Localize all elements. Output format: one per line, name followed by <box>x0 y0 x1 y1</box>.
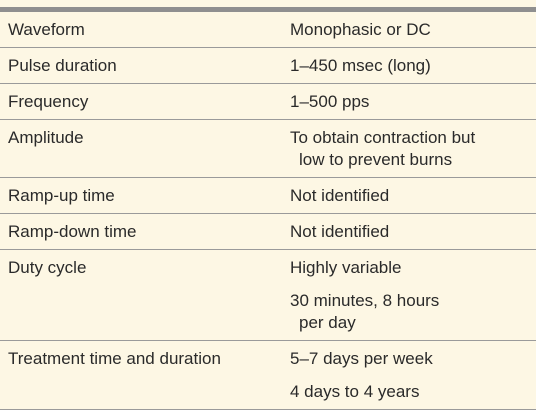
value-entry: 4 days to 4 years <box>290 381 536 403</box>
parameter-table: Waveform Monophasic or DC Pulse duration 1–… <box>0 12 536 410</box>
row-label: Ramp-up time <box>0 177 290 214</box>
value-entry: Monophasic or DC <box>290 19 536 41</box>
value-line: 1–500 pps <box>290 92 370 111</box>
row-value: Monophasic or DC <box>290 12 536 48</box>
row-value: To obtain contraction but low to prevent … <box>290 119 536 178</box>
value-line: per day <box>299 313 356 332</box>
row-value: 1–450 msec (long) <box>290 47 536 84</box>
row-label: Amplitude <box>0 119 290 178</box>
page: Waveform Monophasic or DC Pulse duration 1–… <box>0 7 536 410</box>
table-row: Waveform Monophasic or DC <box>0 12 536 48</box>
value-entry: 1–500 pps <box>290 91 536 113</box>
row-label: Ramp-down time <box>0 213 290 250</box>
value-line: 1–450 msec (long) <box>290 56 431 75</box>
table-row: Amplitude To obtain contraction but low to… <box>0 119 536 178</box>
row-label: Duty cycle <box>0 249 290 341</box>
row-label: Waveform <box>0 12 290 48</box>
table-row: Treatment time and duration 5–7 days per … <box>0 340 536 410</box>
value-entry: Not identified <box>290 185 536 207</box>
header-rule <box>0 7 536 12</box>
value-line: To obtain contraction but <box>290 128 476 147</box>
row-label: Treatment time and duration <box>0 340 290 410</box>
row-value: 5–7 days per week 4 days to 4 years <box>290 340 536 410</box>
row-value: Not identified <box>290 177 536 214</box>
row-value: Not identified <box>290 213 536 250</box>
value-line: Highly variable <box>290 258 402 277</box>
value-line: 5–7 days per week <box>290 349 433 368</box>
value-entry: To obtain contraction but low to prevent … <box>290 127 536 171</box>
row-label: Pulse duration <box>0 47 290 84</box>
value-line: 4 days to 4 years <box>290 382 420 401</box>
table-row: Duty cycle Highly variable 30 minutes, 8 h… <box>0 249 536 341</box>
value-entry: 1–450 msec (long) <box>290 55 536 77</box>
value-line: low to prevent burns <box>299 150 453 169</box>
table-row: Frequency 1–500 pps <box>0 83 536 120</box>
value-line: Not identified <box>290 186 390 205</box>
value-line: Monophasic or DC <box>290 20 431 39</box>
value-entry: 5–7 days per week <box>290 348 536 381</box>
value-entry: 30 minutes, 8 hours per day <box>290 290 536 334</box>
value-line: 30 minutes, 8 hours <box>290 291 440 310</box>
table-row: Pulse duration 1–450 msec (long) <box>0 47 536 84</box>
value-line: Not identified <box>290 222 390 241</box>
value-entry: Highly variable <box>290 257 536 290</box>
table-row: Ramp-down time Not identified <box>0 213 536 250</box>
row-value: Highly variable 30 minutes, 8 hours per da… <box>290 249 536 341</box>
row-label: Frequency <box>0 83 290 120</box>
value-entry: Not identified <box>290 221 536 243</box>
row-value: 1–500 pps <box>290 83 536 120</box>
table-row: Ramp-up time Not identified <box>0 177 536 214</box>
